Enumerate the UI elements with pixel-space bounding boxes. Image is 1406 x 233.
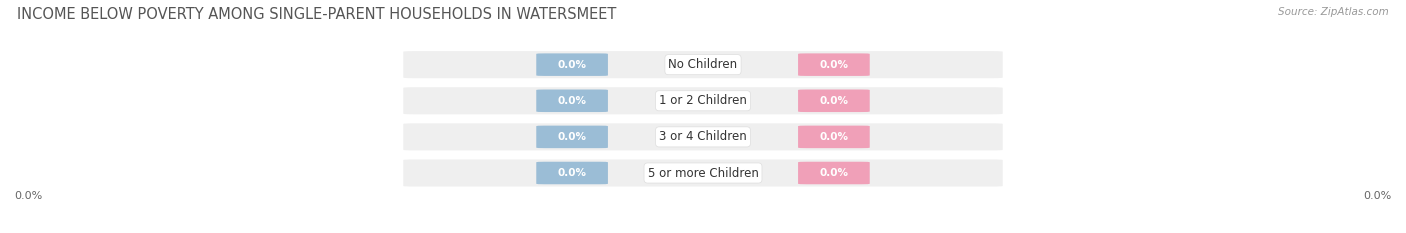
FancyBboxPatch shape [536,53,607,76]
FancyBboxPatch shape [536,126,607,148]
Text: No Children: No Children [668,58,738,71]
Text: INCOME BELOW POVERTY AMONG SINGLE-PARENT HOUSEHOLDS IN WATERSMEET: INCOME BELOW POVERTY AMONG SINGLE-PARENT… [17,7,616,22]
Text: 0.0%: 0.0% [820,60,848,70]
Text: 5 or more Children: 5 or more Children [648,167,758,179]
Text: 0.0%: 0.0% [558,96,586,106]
FancyBboxPatch shape [536,89,607,112]
Text: 1 or 2 Children: 1 or 2 Children [659,94,747,107]
Text: 0.0%: 0.0% [820,96,848,106]
Text: 0.0%: 0.0% [558,168,586,178]
FancyBboxPatch shape [404,87,1002,114]
FancyBboxPatch shape [799,162,870,184]
Text: 0.0%: 0.0% [558,60,586,70]
FancyBboxPatch shape [799,126,870,148]
Text: Source: ZipAtlas.com: Source: ZipAtlas.com [1278,7,1389,17]
FancyBboxPatch shape [799,89,870,112]
FancyBboxPatch shape [404,123,1002,151]
Text: 0.0%: 0.0% [820,132,848,142]
Text: 0.0%: 0.0% [820,168,848,178]
FancyBboxPatch shape [404,159,1002,187]
Text: 0.0%: 0.0% [1364,191,1392,201]
Text: 0.0%: 0.0% [14,191,42,201]
Text: 3 or 4 Children: 3 or 4 Children [659,130,747,143]
FancyBboxPatch shape [799,53,870,76]
FancyBboxPatch shape [536,162,607,184]
FancyBboxPatch shape [404,51,1002,78]
Text: 0.0%: 0.0% [558,132,586,142]
